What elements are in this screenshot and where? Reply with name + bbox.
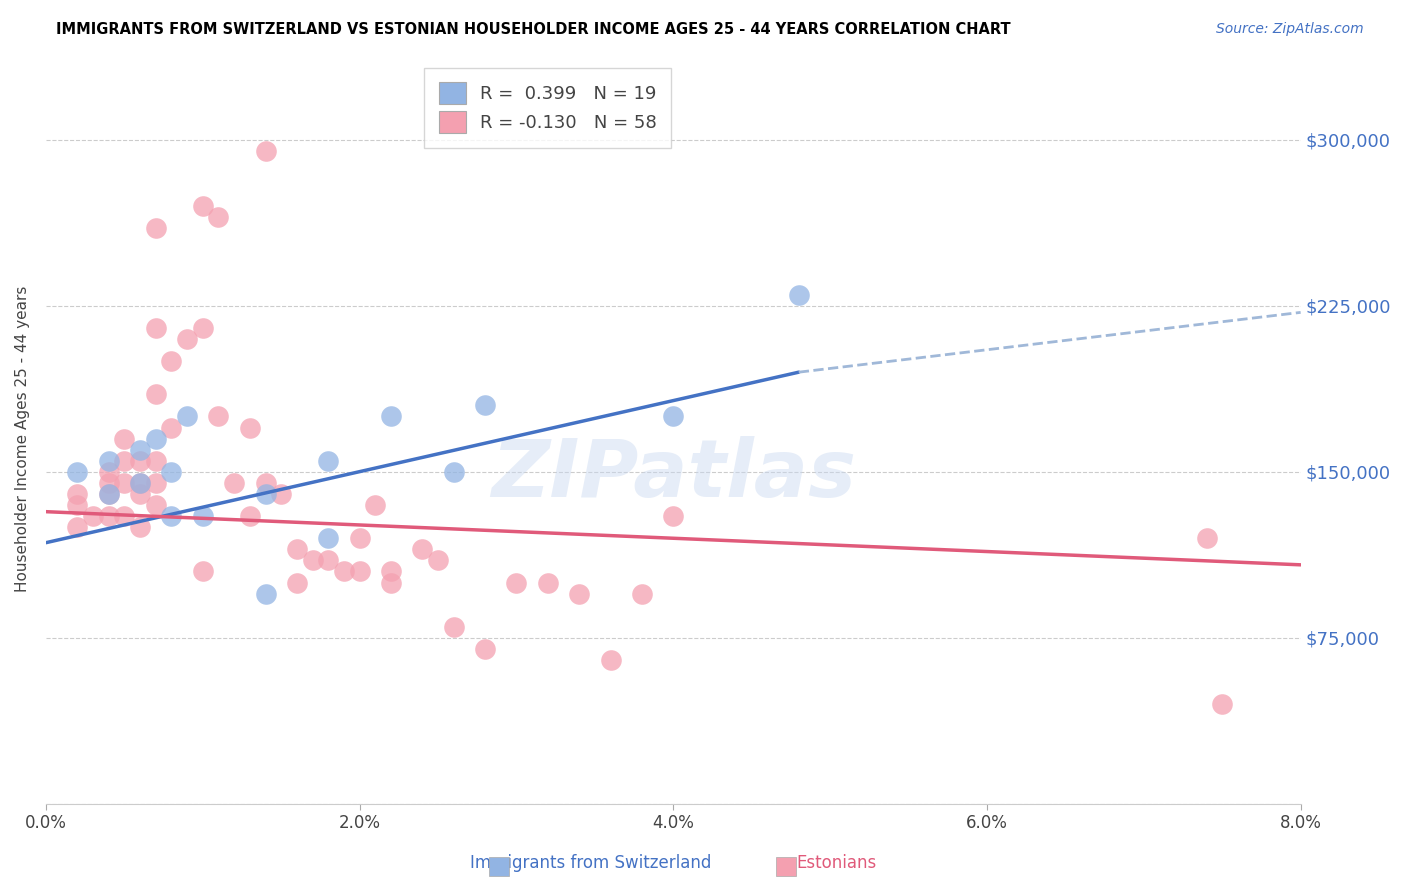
Text: IMMIGRANTS FROM SWITZERLAND VS ESTONIAN HOUSEHOLDER INCOME AGES 25 - 44 YEARS CO: IMMIGRANTS FROM SWITZERLAND VS ESTONIAN …	[56, 22, 1011, 37]
Point	[129, 475, 152, 490]
Point	[97, 454, 120, 468]
Point	[239, 420, 262, 434]
Point	[254, 475, 277, 490]
Point	[112, 475, 135, 490]
Text: ZIPatlas: ZIPatlas	[491, 436, 856, 514]
Point	[97, 509, 120, 524]
Point	[160, 420, 183, 434]
Legend: R =  0.399   N = 19, R = -0.130   N = 58: R = 0.399 N = 19, R = -0.130 N = 58	[425, 68, 672, 148]
Point	[176, 332, 198, 346]
Point	[254, 487, 277, 501]
Point	[364, 498, 387, 512]
Point	[145, 321, 167, 335]
Point	[145, 454, 167, 468]
Point	[66, 498, 89, 512]
Point	[599, 653, 621, 667]
Point	[662, 409, 685, 424]
Text: Immigrants from Switzerland: Immigrants from Switzerland	[470, 855, 711, 872]
Point	[191, 321, 214, 335]
Point	[301, 553, 323, 567]
Point	[443, 620, 465, 634]
Point	[474, 398, 496, 412]
Point	[207, 409, 229, 424]
Point	[207, 210, 229, 224]
Point	[97, 465, 120, 479]
Point	[160, 465, 183, 479]
Point	[443, 465, 465, 479]
Point	[129, 454, 152, 468]
Point	[191, 199, 214, 213]
Point	[129, 442, 152, 457]
Point	[160, 509, 183, 524]
Point	[145, 221, 167, 235]
Point	[285, 575, 308, 590]
Point	[129, 487, 152, 501]
Point	[112, 432, 135, 446]
Point	[191, 509, 214, 524]
Point	[316, 553, 339, 567]
Point	[66, 487, 89, 501]
Point	[97, 487, 120, 501]
Point	[1195, 531, 1218, 545]
Point	[97, 475, 120, 490]
Point	[66, 465, 89, 479]
Y-axis label: Householder Income Ages 25 - 44 years: Householder Income Ages 25 - 44 years	[15, 285, 30, 591]
Point	[160, 354, 183, 368]
Point	[112, 509, 135, 524]
Point	[631, 586, 654, 600]
Point	[66, 520, 89, 534]
Point	[474, 642, 496, 657]
Point	[1211, 698, 1233, 712]
Point	[145, 387, 167, 401]
Point	[254, 144, 277, 158]
Point	[270, 487, 292, 501]
Point	[82, 509, 104, 524]
Point	[316, 454, 339, 468]
Point	[191, 565, 214, 579]
Point	[427, 553, 450, 567]
Point	[112, 454, 135, 468]
Point	[285, 542, 308, 557]
Point	[316, 531, 339, 545]
Point	[380, 565, 402, 579]
Point	[145, 498, 167, 512]
Point	[239, 509, 262, 524]
Point	[129, 520, 152, 534]
Point	[787, 287, 810, 301]
Point	[349, 565, 371, 579]
Point	[254, 586, 277, 600]
Point	[349, 531, 371, 545]
Point	[129, 475, 152, 490]
Point	[145, 475, 167, 490]
Text: Source: ZipAtlas.com: Source: ZipAtlas.com	[1216, 22, 1364, 37]
Point	[97, 487, 120, 501]
Point	[662, 509, 685, 524]
Point	[333, 565, 356, 579]
Text: Estonians: Estonians	[796, 855, 877, 872]
Point	[505, 575, 527, 590]
Point	[176, 409, 198, 424]
Point	[224, 475, 246, 490]
Point	[380, 409, 402, 424]
Point	[411, 542, 433, 557]
Point	[537, 575, 560, 590]
Point	[380, 575, 402, 590]
Point	[568, 586, 591, 600]
Point	[145, 432, 167, 446]
